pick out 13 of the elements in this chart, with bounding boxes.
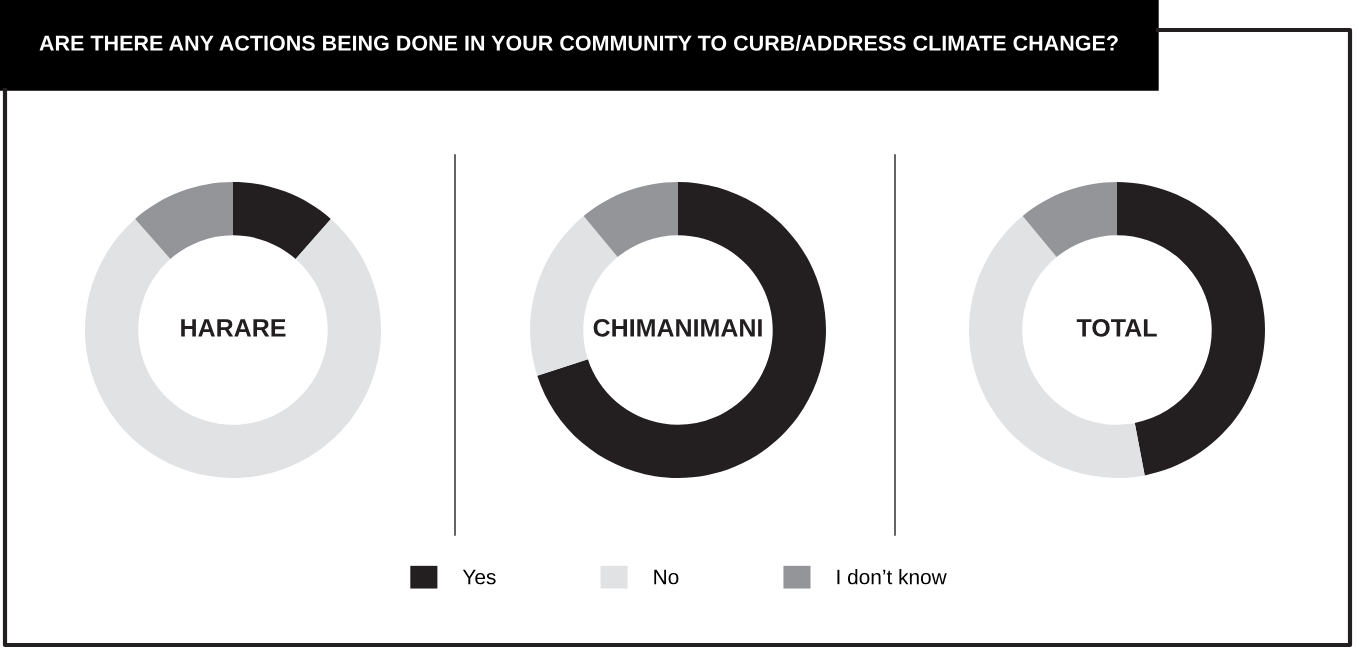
text: CHIMANIMANI: [593, 319, 762, 337]
donut-slice: [135, 182, 233, 259]
text: HARARE: [181, 319, 286, 337]
chart-title: ARE THERE ANY ACTIONS BEING DONE IN YOUR COMMUNITY TO CURB/ADDRESS CLIMATE CHANGE?: [39, 34, 1118, 51]
donut-slice: [583, 182, 678, 258]
text: TOTAL: [1076, 319, 1157, 337]
legend-label: Yes: [462, 569, 496, 585]
legend-label: No: [654, 569, 679, 585]
donut-slice: [537, 182, 826, 478]
donut-slice: [233, 182, 331, 259]
donut-slice: [1022, 182, 1117, 258]
donut-slice: [85, 218, 381, 478]
legend-label: I don’t know: [837, 569, 947, 585]
